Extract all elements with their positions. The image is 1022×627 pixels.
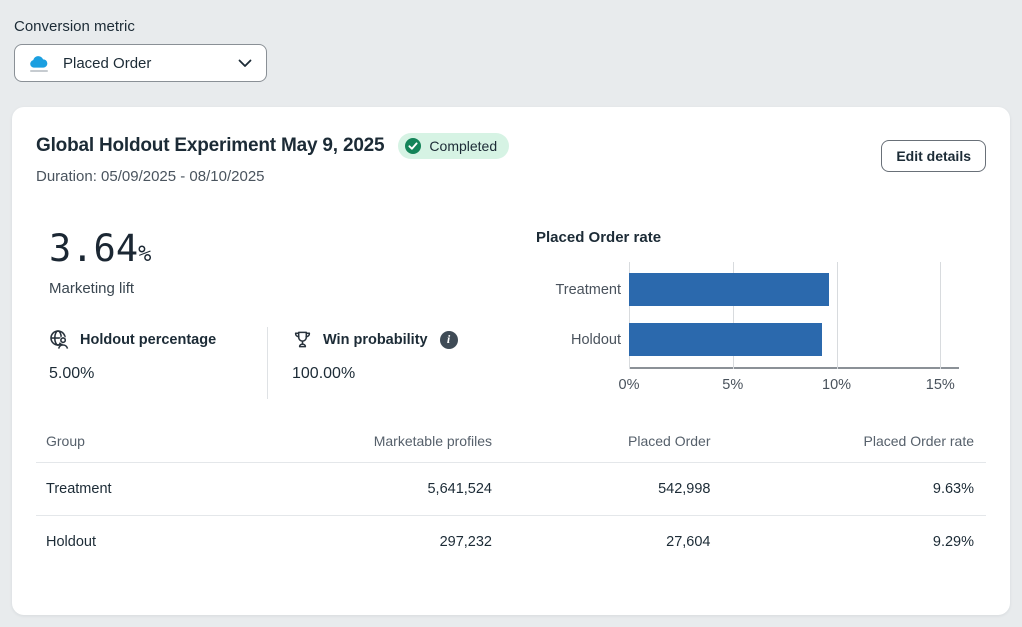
cell-group: Treatment bbox=[36, 463, 283, 516]
conversion-metric-section: Conversion metric Placed Order bbox=[0, 0, 1022, 82]
gridline bbox=[837, 262, 838, 369]
conversion-metric-dropdown[interactable]: Placed Order bbox=[14, 44, 267, 82]
table-header-row: Group Marketable profiles Placed Order P… bbox=[36, 433, 986, 463]
x-tick-label: 0% bbox=[619, 377, 640, 393]
edit-details-button[interactable]: Edit details bbox=[881, 140, 986, 172]
chart-category-labels: Treatment Holdout bbox=[536, 262, 621, 369]
chart-section: Placed Order rate Treatment Holdout 0% 5% 1… bbox=[536, 227, 986, 399]
x-tick-label: 10% bbox=[822, 377, 851, 393]
table-row-treatment: Treatment 5,641,524 542,998 9.63% bbox=[36, 463, 986, 516]
cell-marketable-profiles: 297,232 bbox=[283, 516, 492, 569]
table-row-holdout: Holdout 297,232 27,604 9.29% bbox=[36, 516, 986, 569]
win-probability-value: 100.00% bbox=[292, 365, 458, 383]
marketing-lift-value: 3.64% bbox=[49, 227, 536, 270]
marketing-lift-label: Marketing lift bbox=[49, 280, 536, 297]
x-axis-line bbox=[629, 367, 959, 369]
trophy-icon bbox=[292, 329, 313, 350]
stats-divider bbox=[267, 327, 268, 399]
chart-title: Placed Order rate bbox=[536, 229, 986, 246]
experiment-title: Global Holdout Experiment May 9, 2025 bbox=[36, 135, 384, 157]
status-badge-label: Completed bbox=[429, 138, 497, 154]
header-placed-order-rate: Placed Order rate bbox=[711, 433, 987, 463]
cell-placed-order: 27,604 bbox=[492, 516, 711, 569]
win-probability-label: Win probability bbox=[323, 332, 428, 348]
holdout-percentage-label: Holdout percentage bbox=[80, 332, 216, 348]
bar-treatment bbox=[629, 273, 829, 306]
x-tick-label: 15% bbox=[926, 377, 955, 393]
category-label-treatment: Treatment bbox=[536, 273, 621, 306]
header-placed-order: Placed Order bbox=[492, 433, 711, 463]
x-axis-tick-labels: 0%5%10%15% bbox=[629, 377, 959, 397]
cell-placed-order-rate: 9.29% bbox=[711, 516, 987, 569]
metrics-column: 3.64% Marketing lift bbox=[36, 227, 536, 399]
bar-chart-plot bbox=[629, 262, 959, 369]
cell-placed-order-rate: 9.63% bbox=[711, 463, 987, 516]
header-group: Group bbox=[36, 433, 283, 463]
header-marketable-profiles: Marketable profiles bbox=[283, 433, 492, 463]
experiment-duration: Duration: 05/09/2025 - 08/10/2025 bbox=[36, 168, 509, 185]
conversion-metric-value: Placed Order bbox=[63, 55, 238, 72]
results-table: Group Marketable profiles Placed Order P… bbox=[36, 433, 986, 568]
holdout-percentage-value: 5.00% bbox=[49, 365, 267, 383]
win-probability-stat: Win probability i 100.00% bbox=[292, 329, 458, 399]
globe-person-icon bbox=[49, 329, 70, 350]
cell-placed-order: 542,998 bbox=[492, 463, 711, 516]
cloud-metric-icon bbox=[27, 55, 51, 72]
experiment-card: Global Holdout Experiment May 9, 2025 Co… bbox=[12, 107, 1010, 615]
conversion-metric-label: Conversion metric bbox=[14, 18, 1022, 35]
holdout-percentage-stat: Holdout percentage 5.00% bbox=[49, 329, 267, 399]
status-badge: Completed bbox=[398, 133, 509, 159]
gridline bbox=[940, 262, 941, 369]
check-circle-icon bbox=[404, 137, 422, 155]
category-label-holdout: Holdout bbox=[536, 323, 621, 356]
cell-group: Holdout bbox=[36, 516, 283, 569]
cell-marketable-profiles: 5,641,524 bbox=[283, 463, 492, 516]
info-icon[interactable]: i bbox=[440, 331, 458, 349]
bar-holdout bbox=[629, 323, 822, 356]
chevron-down-icon bbox=[238, 56, 252, 71]
card-header: Global Holdout Experiment May 9, 2025 Co… bbox=[36, 133, 986, 185]
x-tick-label: 5% bbox=[722, 377, 743, 393]
